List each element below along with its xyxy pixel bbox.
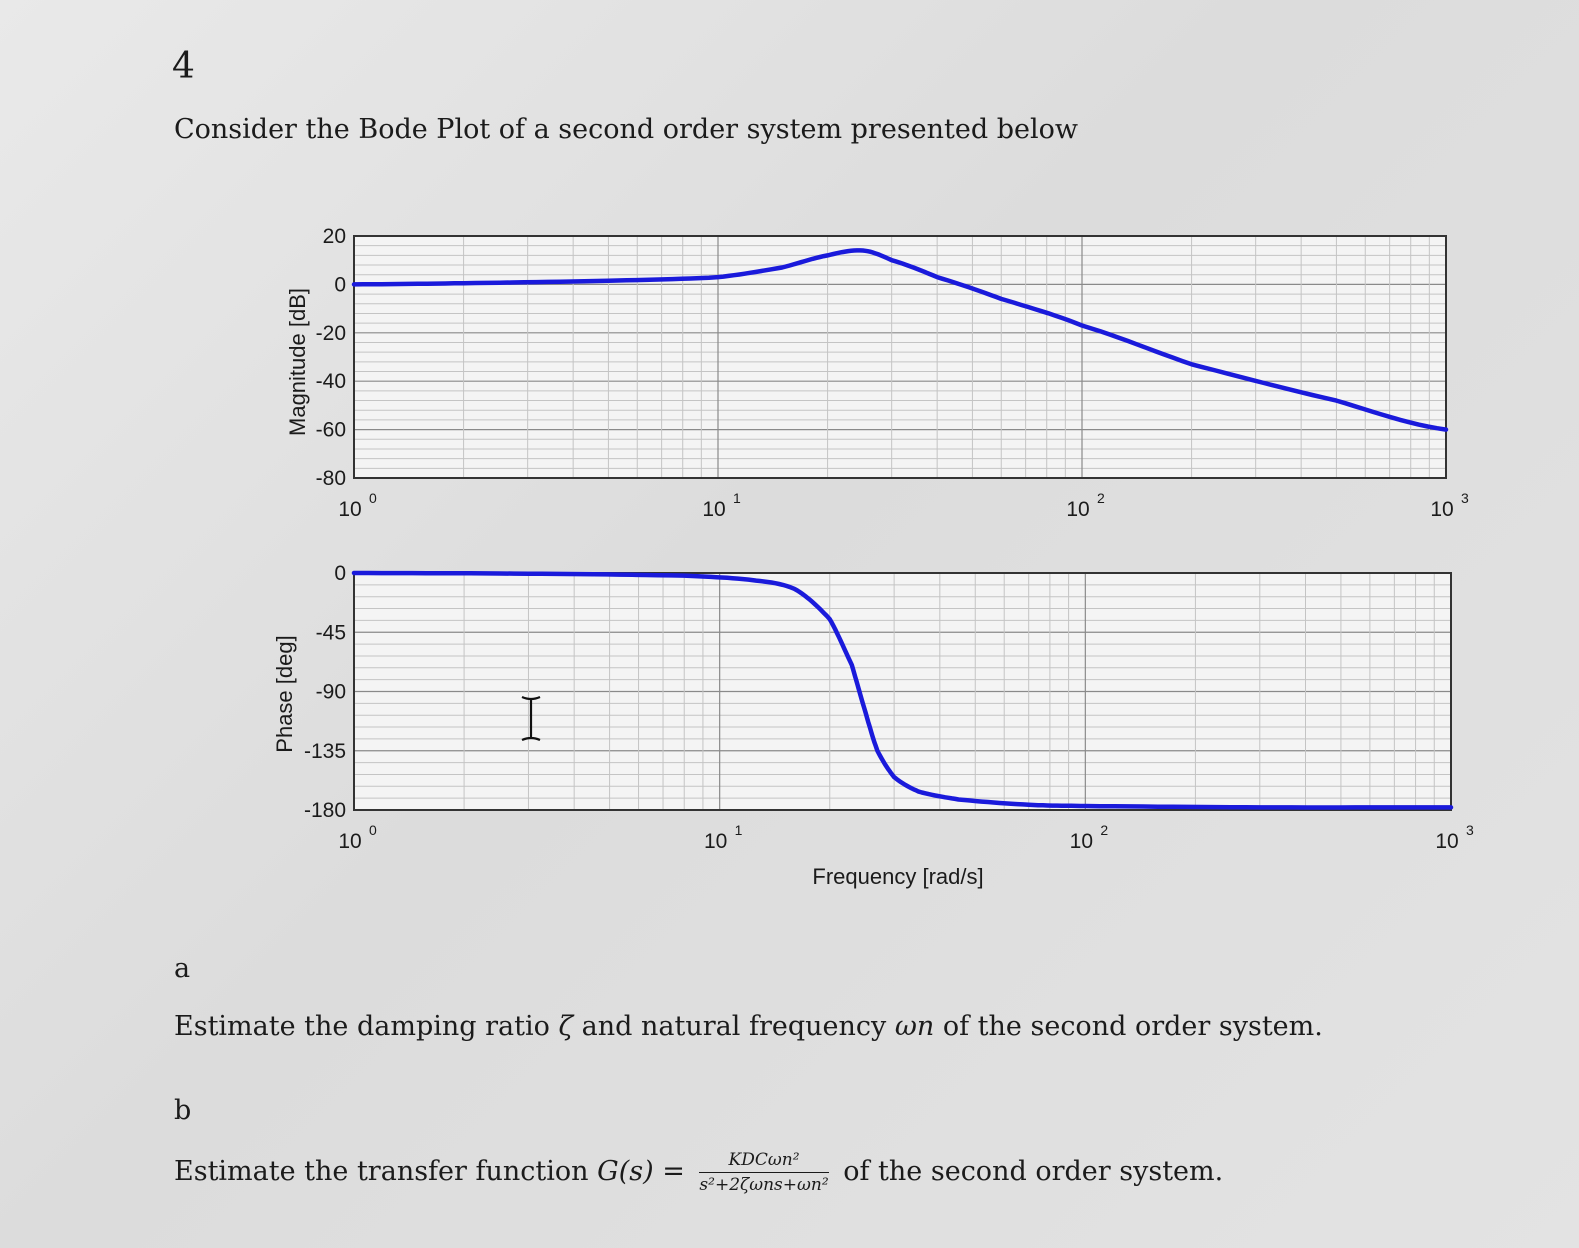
magnitude-y-tick-label: -60: [316, 419, 346, 442]
magnitude-x-tick-label: 10: [1066, 498, 1089, 521]
phase-axis-title: Phase [deg]: [272, 635, 297, 752]
phase-y-tick-label: -180: [304, 799, 346, 822]
magnitude-axis-title: Magnitude [dB]: [285, 288, 310, 436]
magnitude-frame: [353, 235, 1447, 479]
part-b-label: b: [174, 1095, 192, 1126]
magnitude-y-tick-label: -20: [316, 322, 346, 345]
text-cursor-icon: [521, 695, 541, 742]
part-b-text: Estimate the transfer function G(s) = KD…: [174, 1150, 1224, 1195]
phase-x-tick-label: 10: [704, 830, 727, 853]
magnitude-x-tick-label: 10: [1430, 498, 1453, 521]
magnitude-x-tick-label: 10: [338, 498, 361, 521]
phase-x-tick-exponent: 1: [735, 822, 743, 838]
frequency-axis-title: Frequency [rad/s]: [812, 864, 983, 889]
phase-x-tick-exponent: 2: [1100, 822, 1108, 838]
phase-x-tick-exponent: 3: [1466, 822, 1474, 838]
question-number: 4: [172, 46, 195, 87]
phase-frame: [353, 572, 1452, 811]
magnitude-y-tick-label: 20: [323, 225, 346, 248]
phase-x-tick-label: 10: [1070, 830, 1093, 853]
magnitude-x-tick-exponent: 0: [369, 490, 377, 506]
question-intro: Consider the Bode Plot of a second order…: [174, 114, 1078, 145]
part-a-text: Estimate the damping ratio ζ and natural…: [174, 1011, 1323, 1042]
magnitude-x-tick-label: 10: [702, 498, 725, 521]
phase-x-tick-label: 10: [338, 830, 361, 853]
part-a-label: a: [174, 953, 191, 984]
phase-plot: 0 -45 -90 -135 -180 10 0 10 1 10 2 10 3: [304, 562, 1474, 853]
phase-y-tick-label: -135: [304, 740, 346, 763]
magnitude-x-tick-exponent: 1: [733, 490, 741, 506]
phase-x-tick-exponent: 0: [369, 822, 377, 838]
phase-y-tick-label: -90: [316, 681, 346, 704]
transfer-function-fraction: KDCωn² s²+2ζωns+ωn²: [699, 1150, 829, 1195]
magnitude-x-tick-exponent: 2: [1097, 490, 1105, 506]
magnitude-series-line: [351, 248, 1449, 432]
magnitude-y-tick-label: 0: [334, 273, 346, 296]
magnitude-y-tick-label: -40: [316, 370, 346, 393]
magnitude-plot: 20 0 -20 -40 -60 -80 10 0 10 1 10 2 10 3: [316, 225, 1469, 521]
magnitude-plot-area: [353, 235, 1447, 479]
phase-y-tick-label: 0: [334, 562, 346, 585]
phase-x-tick-label: 10: [1435, 830, 1458, 853]
phase-y-tick-label: -45: [316, 621, 346, 644]
magnitude-y-tick-label: -80: [316, 467, 346, 490]
magnitude-x-tick-exponent: 3: [1461, 490, 1469, 506]
phase-series-line: [351, 570, 1454, 810]
